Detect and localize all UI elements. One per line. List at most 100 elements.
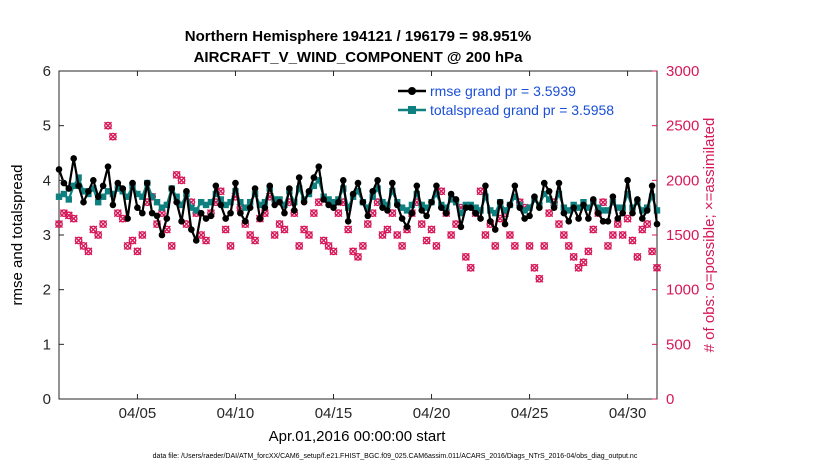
rmse-point: [447, 190, 455, 198]
rmse-point: [261, 204, 269, 211]
rmse-point: [403, 223, 411, 231]
rmse-point: [599, 218, 607, 225]
obs-point: [138, 231, 147, 239]
obs-assimilated-marker: [530, 263, 539, 272]
totalspread-point: [70, 182, 77, 189]
totalspread-point: [109, 190, 117, 198]
obs-possible-marker: [427, 225, 436, 234]
obs-assimilated-marker: [393, 231, 402, 239]
obs-possible-marker: [417, 220, 426, 228]
obs-assimilated-marker: [108, 132, 117, 141]
rmse-point: [540, 179, 548, 187]
rmse-point: [560, 209, 568, 217]
rmse-point: [589, 196, 597, 203]
obs-possible-marker: [589, 225, 598, 234]
obs-assimilated-marker: [525, 241, 534, 250]
rmse-point: [467, 204, 475, 211]
rmse-point: [90, 177, 97, 184]
obs-possible-marker: [334, 209, 343, 218]
obs-point: [589, 225, 598, 234]
rmse-point: [241, 218, 249, 225]
obs-possible-marker: [74, 236, 83, 245]
totalspread-point: [408, 201, 416, 209]
rmse-point: [638, 215, 646, 222]
obs-point: [226, 241, 235, 250]
totalspread-point: [104, 188, 112, 195]
obs-point: [427, 225, 436, 234]
obs-assimilated-marker: [354, 252, 362, 261]
totalspread-point: [242, 204, 249, 211]
rmse-point: [496, 198, 504, 206]
obs-point: [447, 231, 456, 239]
totalspread-point: [344, 204, 352, 211]
obs-possible-marker: [461, 252, 470, 261]
obs-possible-marker: [319, 236, 328, 245]
obs-possible-marker: [329, 247, 338, 256]
x-tick-label: 04/05: [119, 405, 157, 422]
obs-possible-marker: [633, 252, 642, 261]
rmse-point: [305, 187, 313, 195]
obs-assimilated-marker: [251, 236, 260, 245]
obs-possible-marker: [447, 231, 456, 239]
rmse-point: [413, 182, 421, 190]
obs-assimilated-marker: [653, 263, 661, 272]
rmse-point: [212, 182, 220, 190]
obs-point: [633, 252, 642, 261]
obs-possible-marker: [653, 263, 661, 272]
obs-possible-marker: [481, 231, 490, 239]
totalspread-point: [477, 207, 484, 214]
obs-point: [569, 252, 578, 261]
totalspread-point: [281, 201, 288, 209]
totalspread-point: [624, 190, 631, 198]
obs-possible-marker: [349, 247, 357, 256]
obs-point: [128, 236, 137, 245]
rmse-point: [163, 215, 171, 222]
obs-possible-marker: [648, 247, 656, 256]
rmse-point: [594, 209, 602, 217]
rmse-point: [202, 215, 210, 222]
legend-spread-label: totalspread grand pr = 3.5958: [430, 102, 614, 118]
totalspread-point: [193, 207, 200, 214]
totalspread-point: [310, 182, 318, 189]
obs-possible-marker: [608, 231, 617, 239]
obs-point: [510, 241, 519, 250]
obs-possible-marker: [383, 225, 392, 234]
totalspread-point: [521, 207, 528, 214]
obs-point: [398, 241, 407, 250]
totalspread-point: [374, 185, 381, 192]
totalspread-point: [315, 177, 322, 184]
rmse-point: [315, 163, 323, 170]
rmse-point: [227, 209, 234, 217]
obs-point: [393, 231, 402, 239]
totalspread-point: [354, 188, 362, 195]
rmse-point: [139, 209, 146, 217]
rmse-point: [153, 212, 161, 220]
totalspread-point: [60, 190, 68, 198]
rmse-point: [232, 179, 239, 187]
totalspread-point: [330, 199, 337, 206]
obs-possible-marker: [172, 170, 181, 179]
totalspread-point: [163, 201, 171, 209]
obs-assimilated-marker: [398, 241, 407, 250]
rmse-point: [344, 218, 352, 225]
obs-assimilated-marker: [510, 241, 519, 250]
rmse-point: [148, 209, 156, 217]
totalspread-point: [443, 204, 450, 211]
obs-point: [94, 231, 103, 239]
totalspread-point: [202, 201, 210, 209]
obs-possible-marker: [604, 242, 612, 250]
obs-possible-marker: [99, 220, 108, 228]
rmse-point: [511, 182, 519, 190]
obs-assimilated-marker: [334, 209, 343, 218]
obs-point: [505, 231, 514, 239]
obs-possible-marker: [432, 242, 441, 250]
totalspread-point: [75, 174, 82, 181]
obs-point: [133, 247, 142, 256]
rmse-point: [290, 207, 298, 214]
rmse-point: [119, 185, 127, 192]
rmse-point: [619, 209, 626, 217]
obs-assimilated-marker: [55, 220, 63, 229]
rmse-point: [629, 209, 636, 217]
rmse-point: [423, 212, 430, 220]
obs-point: [329, 247, 338, 256]
